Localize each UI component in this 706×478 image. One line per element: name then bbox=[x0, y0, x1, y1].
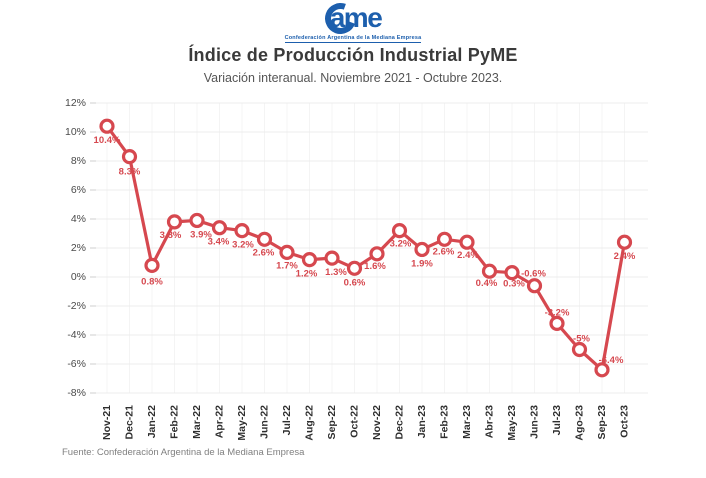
data-point-label: 0.8% bbox=[141, 276, 163, 287]
came-logo: ame Confederación Argentina de la Median… bbox=[0, 0, 706, 43]
y-tick-label: 10% bbox=[65, 126, 86, 138]
x-tick-label: Nov-21 bbox=[101, 405, 113, 440]
y-tick-label: -6% bbox=[67, 358, 86, 370]
x-tick-label: Jun-23 bbox=[529, 405, 541, 439]
x-tick-label: Nov-22 bbox=[371, 405, 383, 440]
came-logo-tagline: Confederación Argentina de la Mediana Em… bbox=[284, 35, 422, 43]
data-point-label: 1.9% bbox=[411, 258, 433, 269]
data-point-label: 1.2% bbox=[296, 269, 318, 280]
data-point-label: 1.7% bbox=[276, 260, 298, 271]
x-tick-label: Feb-22 bbox=[169, 405, 181, 439]
x-axis-tick-labels: Nov-21 Dec-21 Jan-22 Feb-22 Mar-22 Apr-22 May-… bbox=[101, 405, 631, 441]
data-point-markers bbox=[99, 118, 633, 378]
data-point-marker bbox=[436, 231, 453, 247]
data-point-marker bbox=[459, 234, 475, 250]
data-point-marker bbox=[234, 223, 250, 239]
y-axis-tick-labels: 12% 10% 8% 6% 4% 2% 0% -2% -4% -6% -8% bbox=[65, 97, 96, 399]
data-point-marker bbox=[324, 250, 340, 266]
data-point-marker bbox=[526, 278, 543, 294]
data-point-label: 1.6% bbox=[364, 261, 386, 272]
data-point-labels: 10.4%8.3%0.8%3.8% 3.9%3.4% 3.2%2.6%1.7%1.2… bbox=[94, 135, 636, 366]
data-point-marker bbox=[391, 223, 408, 239]
data-point-label: 3.2% bbox=[232, 240, 254, 251]
data-point-label: 3.2% bbox=[390, 239, 412, 250]
data-point-label: 3.8% bbox=[160, 230, 182, 241]
y-tick-label: -8% bbox=[67, 387, 86, 399]
page-title: Índice de Producción Industrial PyME bbox=[188, 45, 518, 65]
y-tick-label: -4% bbox=[67, 329, 86, 341]
data-point-label: 2.6% bbox=[253, 247, 275, 258]
data-point-label: -0.6% bbox=[521, 269, 546, 280]
x-tick-label: Oct-23 bbox=[619, 405, 631, 438]
data-point-label: -3.2% bbox=[545, 307, 570, 318]
x-tick-label: Abr-23 bbox=[484, 405, 496, 438]
x-tick-label: Dec-21 bbox=[124, 405, 136, 440]
data-point-label: 3.4% bbox=[208, 237, 230, 248]
data-point-marker bbox=[549, 315, 565, 331]
x-tick-label: Jan-23 bbox=[416, 405, 428, 438]
x-tick-label: Mar-22 bbox=[191, 405, 203, 439]
y-tick-label: 4% bbox=[71, 213, 86, 225]
x-tick-label: Sep-22 bbox=[326, 405, 338, 440]
x-tick-label: Jun-22 bbox=[259, 405, 271, 439]
data-point-marker bbox=[121, 149, 138, 165]
data-point-marker bbox=[414, 241, 430, 258]
data-point-marker bbox=[571, 341, 588, 358]
data-point-label: 2.4% bbox=[457, 250, 479, 261]
x-tick-label: Sep-23 bbox=[596, 405, 608, 440]
data-point-marker bbox=[369, 246, 385, 262]
y-tick-label: 8% bbox=[71, 155, 86, 167]
x-tick-label: Oct-22 bbox=[349, 405, 361, 438]
data-point-marker bbox=[144, 257, 160, 273]
data-point-label: 0.4% bbox=[476, 278, 498, 289]
data-point-label: 2.4% bbox=[614, 251, 636, 262]
x-tick-label: Jul-22 bbox=[281, 405, 293, 436]
data-point-label: 0.6% bbox=[344, 277, 366, 288]
data-point-marker bbox=[211, 220, 228, 236]
data-point-marker bbox=[189, 212, 205, 229]
y-tick-label: 6% bbox=[71, 184, 86, 196]
x-tick-label: Apr-22 bbox=[214, 405, 226, 438]
data-point-label: 10.4% bbox=[94, 135, 121, 146]
data-point-marker bbox=[481, 263, 498, 279]
data-point-marker bbox=[346, 260, 363, 276]
data-point-label: -6.4% bbox=[599, 355, 624, 366]
data-point-marker bbox=[99, 118, 115, 134]
data-point-marker bbox=[504, 265, 520, 281]
data-point-label: -5% bbox=[573, 334, 590, 345]
x-tick-label: May-22 bbox=[236, 405, 248, 441]
came-logo-wordmark: ame bbox=[319, 0, 383, 39]
y-tick-label: 2% bbox=[71, 242, 86, 254]
source-note: Fuente: Confederación Argentina de la Me… bbox=[62, 447, 305, 458]
y-tick-label: 12% bbox=[65, 97, 86, 109]
data-point-marker bbox=[594, 362, 610, 378]
x-tick-label: Jul-23 bbox=[551, 405, 563, 436]
y-tick-label: 0% bbox=[71, 271, 86, 283]
page-subtitle: Variación interanual. Noviembre 2021 - O… bbox=[203, 71, 503, 85]
line-chart: 12% 10% 8% 6% 4% 2% 0% -2% -4% -6% -8% Nov-21 Dec-21… bbox=[65, 97, 648, 441]
x-tick-label: Mar-23 bbox=[461, 405, 473, 439]
horizontal-gridlines bbox=[95, 102, 648, 394]
data-point-label: 2.6% bbox=[433, 246, 455, 257]
x-tick-label: Aug-22 bbox=[304, 405, 316, 441]
data-point-marker bbox=[279, 244, 295, 260]
x-tick-label: Dec-22 bbox=[394, 405, 406, 440]
y-tick-label: -2% bbox=[67, 300, 86, 312]
x-tick-label: Feb-23 bbox=[439, 405, 451, 439]
data-point-label: 3.9% bbox=[190, 229, 212, 240]
data-point-marker bbox=[166, 214, 183, 230]
x-tick-label: Jan-22 bbox=[146, 405, 158, 438]
data-point-label: 1.3% bbox=[325, 267, 347, 278]
data-point-marker bbox=[256, 231, 273, 247]
data-point-marker bbox=[616, 234, 633, 250]
data-point-marker bbox=[301, 252, 318, 268]
x-tick-label: Ago-23 bbox=[574, 405, 586, 441]
x-tick-label: May-23 bbox=[506, 405, 518, 441]
came-logo-text: ame bbox=[329, 2, 383, 33]
data-point-label: 8.3% bbox=[119, 167, 141, 178]
data-point-label: 0.3% bbox=[503, 279, 525, 290]
